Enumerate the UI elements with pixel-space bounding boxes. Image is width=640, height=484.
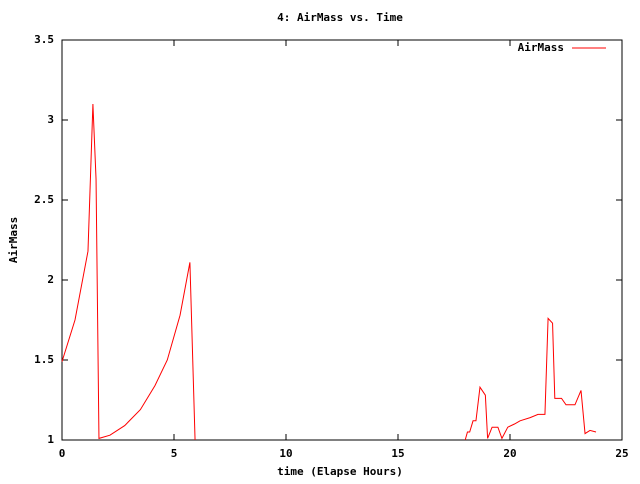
y-tick-label: 3 — [47, 113, 54, 126]
x-tick-label: 15 — [391, 447, 404, 460]
y-tick-label: 2 — [47, 273, 54, 286]
y-tick-label: 1.5 — [34, 353, 54, 366]
y-tick-label: 2.5 — [34, 193, 54, 206]
x-tick-label: 20 — [503, 447, 516, 460]
x-tick-label: 25 — [615, 447, 628, 460]
y-tick-label: 1 — [47, 433, 54, 446]
data-line — [61, 103, 597, 441]
y-tick-label: 3.5 — [34, 33, 54, 46]
legend-label: AirMass — [518, 41, 564, 54]
plot-frame — [61, 39, 623, 441]
x-tick-label: 10 — [279, 447, 292, 460]
x-tick-label: 0 — [59, 447, 66, 460]
x-tick-label: 5 — [171, 447, 178, 460]
y-axis-label: AirMass — [7, 217, 20, 263]
x-axis-label: time (Elapse Hours) — [277, 465, 403, 478]
chart-title: 4: AirMass vs. Time — [277, 11, 403, 24]
